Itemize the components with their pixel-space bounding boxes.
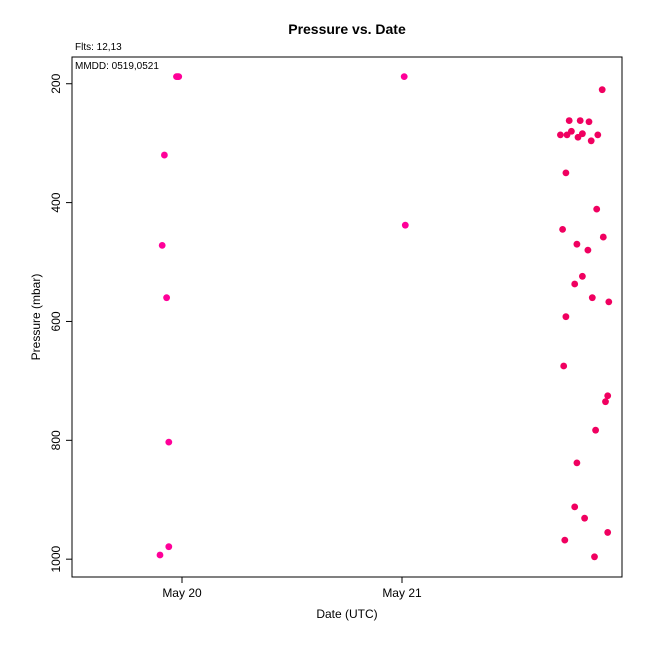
data-point <box>165 438 173 446</box>
data-point <box>562 169 570 177</box>
data-point <box>571 503 579 511</box>
data-point <box>604 529 612 536</box>
data-point <box>163 294 171 302</box>
data-point <box>604 392 612 400</box>
data-point <box>573 240 581 248</box>
data-point <box>400 73 408 81</box>
data-point <box>559 225 566 233</box>
flights-annotation: Flts: 12,13 <box>75 42 122 53</box>
date-annotation: MMDD: 0519,0521 <box>75 61 159 72</box>
data-point <box>560 362 568 370</box>
data-point <box>605 298 613 306</box>
x-tick-label: May 21 <box>382 586 422 600</box>
y-tick-label: 200 <box>49 73 63 93</box>
data-point <box>565 117 573 124</box>
data-point <box>602 398 609 406</box>
plot-frame <box>71 56 623 578</box>
data-point <box>401 221 409 229</box>
data-point <box>161 151 168 159</box>
chart-title: Pressure vs. Date <box>288 21 406 37</box>
data-point <box>175 73 183 81</box>
data-point <box>568 127 575 135</box>
data-point <box>588 294 596 302</box>
data-point <box>562 313 570 321</box>
data-point <box>158 241 166 249</box>
y-axis-label: Pressure (mbar) <box>29 274 43 361</box>
x-axis: May 20 May 21 <box>162 577 422 600</box>
data-point <box>579 130 586 138</box>
data-point <box>591 553 598 561</box>
data-point <box>593 205 601 213</box>
data-point <box>598 86 606 94</box>
y-tick-label: 400 <box>49 192 63 212</box>
data-point <box>571 280 579 288</box>
data-point <box>557 131 564 139</box>
x-axis-label: Date (UTC) <box>316 607 377 621</box>
data-point <box>576 117 584 124</box>
data-point <box>579 272 586 280</box>
x-tick-label: May 20 <box>162 586 202 600</box>
y-tick-label: 800 <box>49 430 63 450</box>
y-tick-label: 1000 <box>49 546 63 573</box>
data-point <box>585 118 593 126</box>
data-point <box>156 551 164 559</box>
data-point <box>592 426 599 434</box>
y-axis: 200 400 600 800 1000 <box>49 73 72 573</box>
data-point <box>599 233 607 241</box>
data-point <box>581 514 588 522</box>
data-point <box>594 131 602 139</box>
data-point <box>587 137 595 145</box>
data-point <box>165 543 173 551</box>
data-point <box>573 459 581 467</box>
data-points <box>156 73 613 561</box>
data-point <box>584 246 592 254</box>
data-point <box>561 536 569 544</box>
y-tick-label: 600 <box>49 311 63 331</box>
